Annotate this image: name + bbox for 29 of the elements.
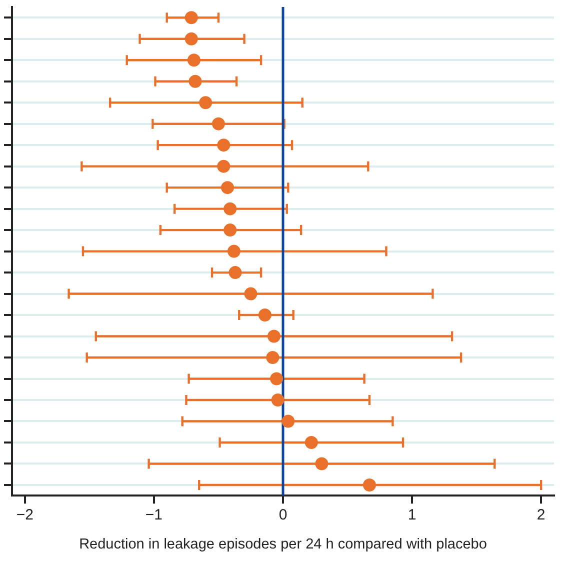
- x-tick-label: 1: [408, 506, 416, 524]
- x-axis-title: Reduction in leakage episodes per 24 h compared with placebo: [79, 536, 487, 552]
- point: [315, 457, 328, 470]
- point: [187, 54, 200, 67]
- point: [224, 224, 237, 237]
- point: [217, 138, 230, 152]
- point: [184, 11, 198, 24]
- point: [244, 287, 258, 300]
- point: [304, 436, 318, 449]
- point: [266, 351, 280, 364]
- point: [199, 96, 212, 110]
- point: [282, 414, 295, 428]
- point: [271, 394, 284, 407]
- point: [217, 160, 230, 173]
- x-tick-label: 2: [536, 506, 546, 524]
- point: [224, 202, 237, 216]
- point: [221, 181, 234, 194]
- point: [184, 32, 198, 46]
- point: [258, 308, 272, 322]
- point: [267, 330, 280, 343]
- point: [227, 244, 240, 258]
- x-tick-label: −2: [16, 506, 34, 524]
- point: [188, 74, 202, 88]
- x-tick-label: −1: [145, 506, 163, 524]
- x-tick-label: 0: [278, 506, 288, 524]
- point: [228, 266, 242, 280]
- point: [270, 372, 284, 386]
- point: [362, 478, 376, 492]
- point: [212, 117, 225, 130]
